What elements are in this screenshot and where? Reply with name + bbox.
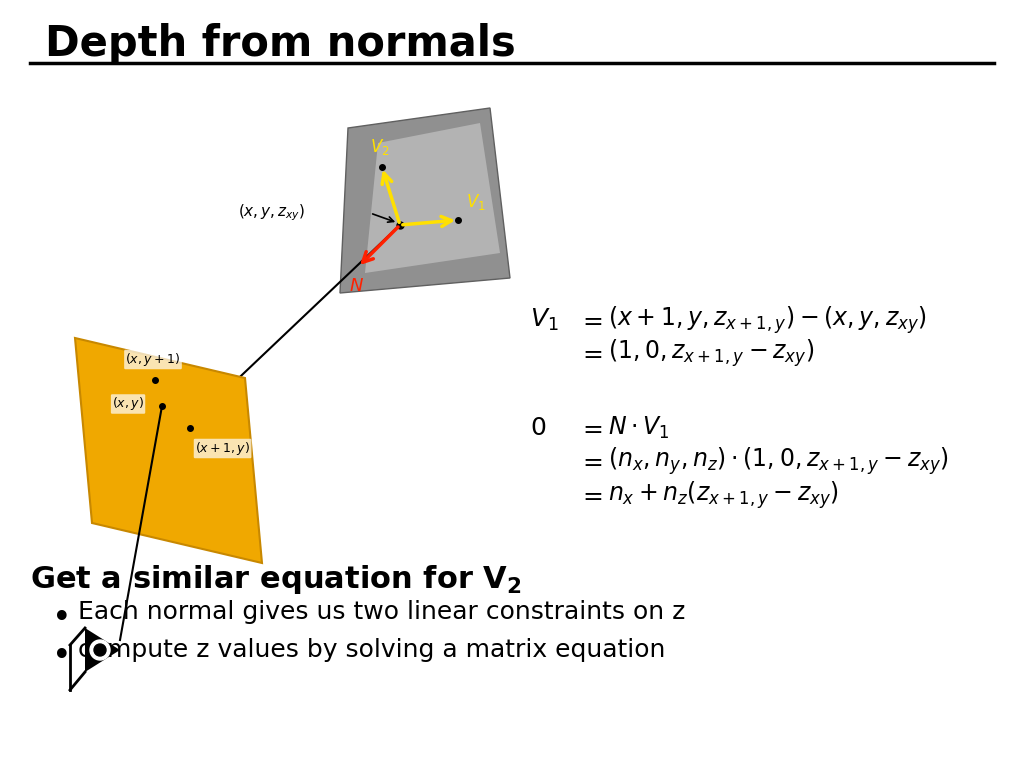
Text: Each normal gives us two linear constraints on z: Each normal gives us two linear constrai…	[78, 600, 685, 624]
Text: $N \cdot V_1$: $N \cdot V_1$	[608, 415, 670, 441]
Text: $=$: $=$	[578, 308, 603, 332]
Text: $(1, 0, z_{x+1,y} - z_{xy})$: $(1, 0, z_{x+1,y} - z_{xy})$	[608, 337, 814, 369]
Text: $V_1$: $V_1$	[466, 192, 485, 212]
Text: $N$: $N$	[348, 277, 364, 295]
Text: •: •	[52, 602, 72, 635]
Polygon shape	[75, 338, 262, 563]
Text: •: •	[52, 640, 72, 673]
Text: $=$: $=$	[578, 416, 603, 440]
Polygon shape	[85, 628, 120, 672]
Text: $V_1$: $V_1$	[530, 307, 559, 333]
Text: compute z values by solving a matrix equation: compute z values by solving a matrix equ…	[78, 638, 666, 662]
Text: $(x,y+1)$: $(x,y+1)$	[125, 351, 180, 368]
Text: $=$: $=$	[578, 483, 603, 507]
Text: $(n_x, n_y, n_z) \cdot (1, 0, z_{x+1,y} - z_{xy})$: $(n_x, n_y, n_z) \cdot (1, 0, z_{x+1,y} …	[608, 445, 949, 477]
Text: $(x+1,y)$: $(x+1,y)$	[195, 440, 250, 457]
Circle shape	[94, 644, 106, 656]
Polygon shape	[365, 123, 500, 273]
Circle shape	[90, 640, 110, 660]
Text: $=$: $=$	[578, 449, 603, 473]
Text: Depth from normals: Depth from normals	[45, 23, 516, 65]
Text: $V_2$: $V_2$	[371, 137, 390, 157]
Text: $(x, y, z_{xy})$: $(x, y, z_{xy})$	[238, 203, 305, 223]
Text: $n_x + n_z(z_{x+1,y} - z_{xy})$: $n_x + n_z(z_{x+1,y} - z_{xy})$	[608, 479, 839, 511]
Text: Get a similar equation for $\mathbf{V_2}$: Get a similar equation for $\mathbf{V_2}…	[30, 563, 521, 596]
Polygon shape	[340, 108, 510, 293]
Text: $(x+1, y, z_{x+1,y}) - (x, y, z_{xy})$: $(x+1, y, z_{x+1,y}) - (x, y, z_{xy})$	[608, 304, 927, 336]
Text: $(x,y)$: $(x,y)$	[112, 396, 144, 412]
Text: $=$: $=$	[578, 341, 603, 365]
Text: $0$: $0$	[530, 416, 546, 440]
